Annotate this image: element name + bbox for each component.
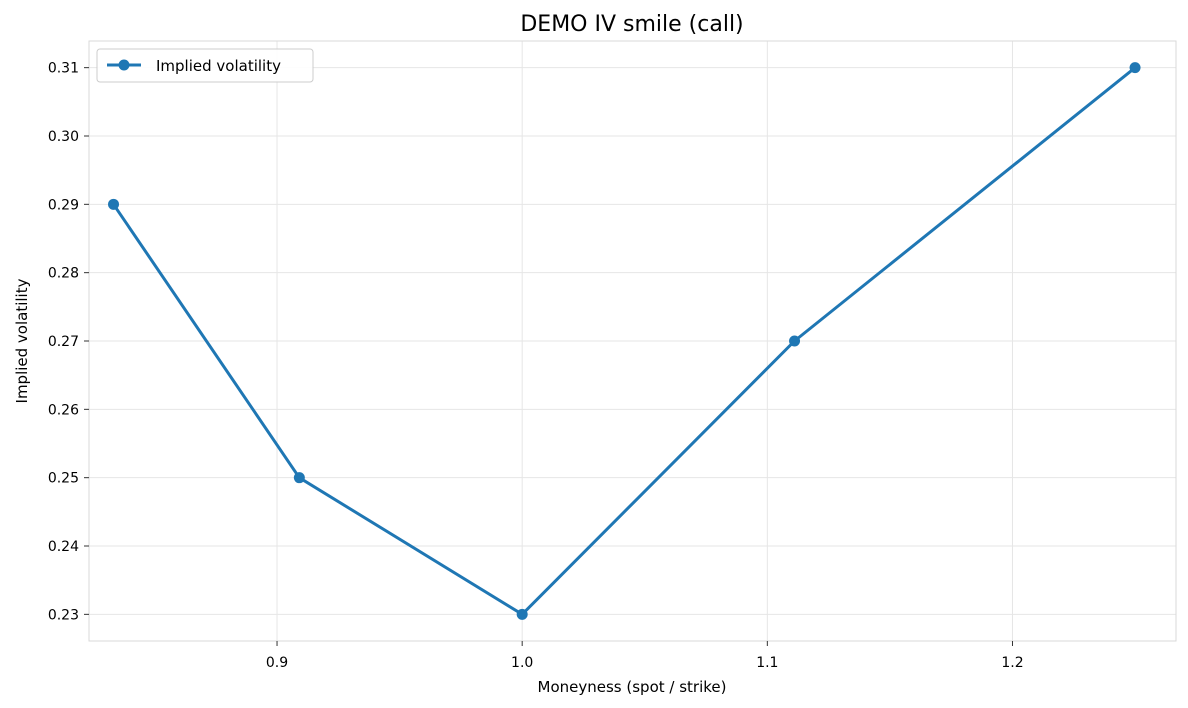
y-tick-label: 0.29 [48, 197, 79, 213]
chart-title: DEMO IV smile (call) [520, 12, 743, 37]
legend: Implied volatility [96, 48, 314, 83]
legend-box [96, 48, 314, 83]
y-tick-label: 0.26 [48, 402, 79, 418]
x-tick-label: 1.0 [511, 655, 533, 671]
data-point-marker [516, 608, 528, 620]
legend-label: Implied volatility [156, 57, 281, 75]
y-axis-title: Implied volatility [13, 278, 31, 403]
data-point-marker [293, 472, 305, 484]
y-tick-label: 0.24 [48, 539, 79, 555]
y-tick-label: 0.27 [48, 334, 79, 350]
y-tick-label: 0.28 [48, 266, 79, 282]
data-point-marker [1129, 62, 1141, 74]
x-tick-label: 1.2 [1001, 655, 1023, 671]
series-layer [108, 62, 1141, 620]
data-point-marker [789, 335, 801, 347]
data-point-marker [108, 198, 120, 210]
y-tick-label: 0.23 [48, 607, 79, 623]
y-tick-label: 0.30 [48, 129, 79, 145]
x-tick-label: 0.9 [266, 655, 288, 671]
y-tick-label: 0.31 [48, 61, 79, 77]
legend-marker-swatch [118, 59, 130, 71]
x-axis-title: Moneyness (spot / strike) [538, 678, 727, 696]
grid-lines [89, 41, 1176, 641]
x-tick-label: 1.1 [756, 655, 778, 671]
axis-ticks: 0.9 1.0 1.1 1.2 0.23 0.24 0.25 0.26 0.27 0.28 0.29… [48, 61, 1024, 671]
y-tick-label: 0.25 [48, 471, 79, 487]
